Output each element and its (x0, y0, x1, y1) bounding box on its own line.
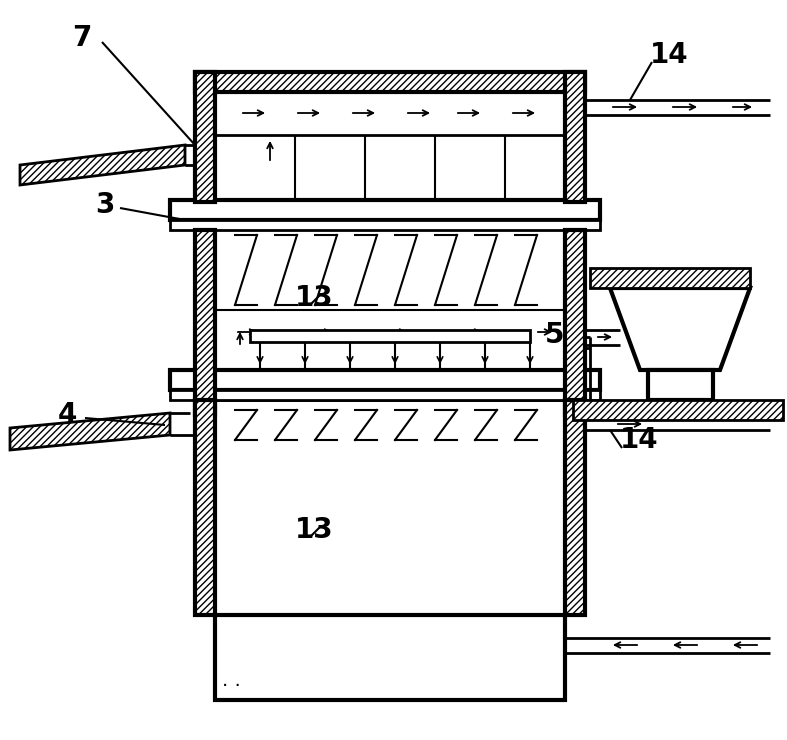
Text: . .: . . (222, 670, 241, 690)
Polygon shape (610, 288, 750, 370)
Text: 3: 3 (95, 191, 114, 219)
Bar (170, 220, 600, 230)
Text: 14: 14 (620, 426, 659, 454)
Bar (195, 230, 215, 415)
Bar (195, 72, 215, 202)
Text: 14: 14 (650, 41, 689, 69)
Polygon shape (10, 413, 170, 450)
Bar (565, 400, 585, 615)
Polygon shape (20, 145, 185, 185)
Bar (565, 72, 585, 202)
Bar (195, 72, 585, 92)
Bar (195, 400, 215, 615)
Text: 13: 13 (295, 516, 334, 544)
Bar (590, 268, 750, 288)
Text: 4: 4 (58, 401, 77, 429)
Bar (565, 230, 585, 415)
Bar (648, 370, 713, 400)
Bar (170, 200, 600, 220)
Bar (215, 400, 565, 615)
Text: 7: 7 (72, 24, 91, 52)
Bar (170, 390, 600, 400)
Bar (215, 615, 565, 700)
Text: 5: 5 (545, 321, 564, 349)
Bar (215, 230, 565, 310)
Bar (170, 370, 600, 390)
Text: 13: 13 (295, 284, 334, 312)
Bar (250, 330, 530, 342)
Bar (573, 400, 783, 420)
